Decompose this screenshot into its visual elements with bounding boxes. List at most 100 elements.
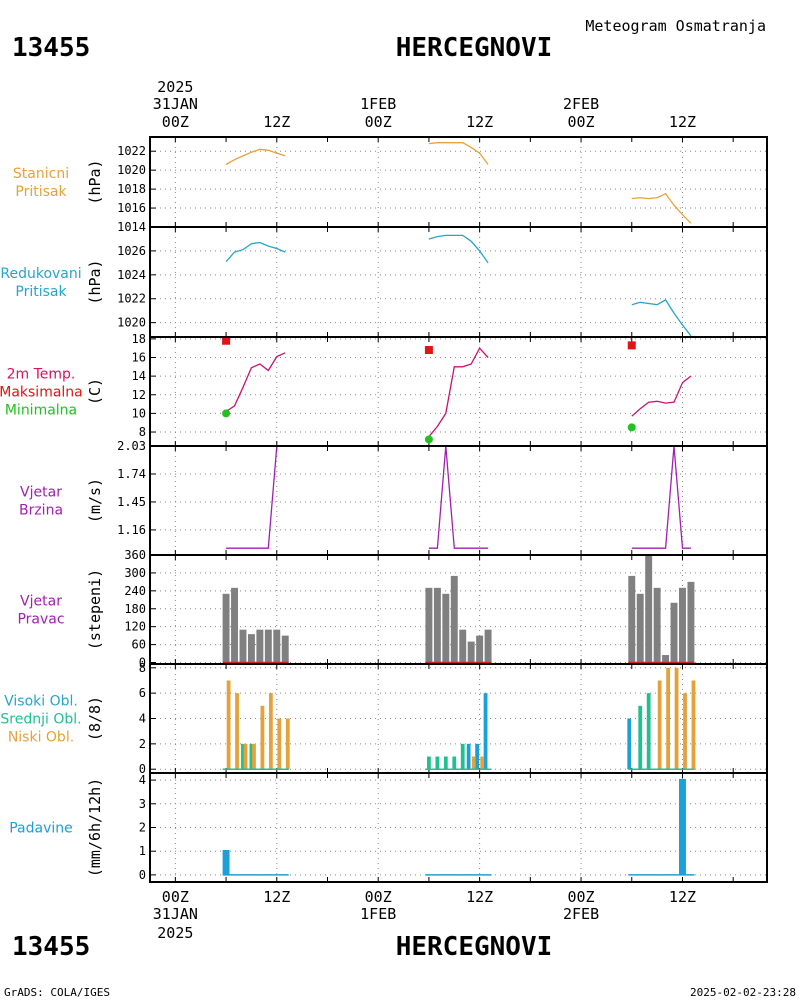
panel-4: 1.16 1.45 1.74 2.03 (m/s) Vjetar Brzina — [19, 439, 768, 556]
y-tick-label: 2.03 — [117, 439, 146, 453]
panel-label-line: Redukovani — [0, 266, 81, 282]
y-axis-label: (8/8) — [86, 696, 104, 741]
y-tick-label: 1022 — [117, 144, 146, 158]
bar — [475, 743, 479, 770]
station-id-bottom: 13455 — [12, 932, 90, 962]
series-line — [225, 352, 286, 413]
bar — [627, 718, 632, 770]
y-tick-label: 1022 — [117, 292, 146, 306]
panel-frame — [149, 772, 768, 883]
y-tick-label: 16 — [132, 350, 146, 364]
axis-bottom-hour-label: 12Z — [669, 888, 696, 906]
bar — [476, 635, 484, 663]
panel-label-line: Maksimalna — [0, 385, 83, 401]
bar — [636, 593, 644, 663]
y-tick-label: 1.16 — [117, 523, 146, 537]
bar — [435, 756, 440, 770]
bar — [235, 693, 239, 770]
panel-2: 1020 1022 1024 1026 (hPa) Redukovani Pritisak — [0, 226, 768, 338]
panel-label-line: Pritisak — [15, 284, 67, 300]
bar — [249, 743, 254, 770]
y-tick-label: 12 — [132, 388, 146, 402]
y-tick-label: 1020 — [117, 316, 146, 330]
bar — [243, 743, 248, 770]
y-tick-label: 10 — [132, 406, 146, 420]
panel-label-line: Srednji Obl. — [0, 712, 81, 728]
bar — [638, 705, 643, 770]
panels: 10141016101810201022(hPa)StanicniPritisa… — [0, 136, 768, 883]
bar — [285, 718, 290, 770]
axis-bottom-hour-label: 00Z — [365, 888, 392, 906]
bar — [646, 693, 651, 770]
y-axis-label: (C) — [86, 378, 104, 405]
y-axis-label: (mm/6h/12h) — [86, 778, 104, 877]
bar — [231, 587, 238, 663]
y-tick-label: 60 — [132, 638, 146, 652]
y-axis-label: (hPa) — [86, 259, 104, 304]
bar — [222, 593, 230, 663]
min-temp-marker — [424, 435, 433, 444]
panel-1: 1014 1016 1018 1020 1022 (hPa) Stanicni Pritisa… — [13, 136, 768, 234]
bar — [471, 756, 476, 770]
time-axis-bottom: 00Z 12Z 00Z 12Z 00Z 12Z 31JAN 1FEB 2FEB 2025 — [153, 888, 696, 942]
bar — [252, 743, 256, 770]
axis-bottom-day-label: 31JAN — [153, 905, 198, 923]
bar — [452, 756, 457, 770]
axis-top-hour-label: 00Z — [365, 113, 392, 131]
y-tick-label: 3 — [139, 797, 146, 811]
axis-bottom-hour-label: 00Z — [568, 888, 595, 906]
axis-bottom-day-label: 2FEB — [563, 905, 599, 923]
bar — [226, 680, 231, 770]
bar — [679, 587, 686, 663]
y-tick-label: 120 — [124, 620, 146, 634]
axis-top-day-label: 1FEB — [360, 95, 396, 113]
bar — [691, 680, 696, 770]
panel-label-line: Pritisak — [15, 184, 67, 200]
bar — [480, 756, 485, 770]
y-tick-label: 1026 — [117, 244, 146, 258]
panel-frame — [149, 226, 768, 338]
bar — [241, 743, 245, 770]
panel-3: 8 10 12 14 16 18 (C) 2m Temp. Maksimalna Minimaln… — [0, 332, 768, 447]
panel-label-line: Pravac — [17, 612, 64, 628]
axis-top-hour-label: 00Z — [568, 113, 595, 131]
axis-top-hour-label: 12Z — [466, 113, 493, 131]
panel-label-line: Stanicni — [13, 166, 69, 182]
credit: GrADS: COLA/IGES — [4, 986, 110, 999]
bar — [256, 629, 264, 663]
axis-bottom-year: 2025 — [157, 924, 193, 942]
bar — [273, 629, 281, 663]
axis-top-hour-label: 00Z — [162, 113, 189, 131]
bar — [281, 635, 289, 663]
bar — [466, 743, 471, 770]
y-tick-label: 4 — [139, 773, 146, 787]
max-temp-marker — [222, 336, 231, 345]
timestamp: 2025-02-02-23:28 — [690, 986, 796, 999]
series-line — [428, 234, 489, 264]
panel-label-line: 2m Temp. — [7, 367, 76, 383]
bar — [687, 581, 695, 663]
bar — [425, 587, 433, 663]
y-tick-label: 300 — [124, 566, 146, 580]
bar — [277, 718, 282, 770]
y-tick-label: 180 — [124, 602, 146, 616]
y-axis-label: (m/s) — [86, 478, 104, 523]
bar — [460, 743, 465, 770]
y-tick-label: 6 — [139, 686, 146, 700]
y-tick-label: 4 — [139, 712, 146, 726]
bar — [260, 705, 265, 770]
y-tick-label: 1.74 — [117, 467, 146, 481]
axis-bottom-day-label: 1FEB — [360, 905, 396, 923]
station-name-top: HERCEGNOVI — [396, 33, 553, 63]
y-tick-label: 2 — [139, 821, 146, 835]
bar — [484, 629, 492, 663]
y-axis-label: (hPa) — [86, 159, 104, 204]
bar — [427, 756, 431, 770]
series-line — [428, 142, 489, 165]
series-line — [428, 347, 489, 438]
bar — [679, 778, 686, 875]
y-tick-label: 14 — [132, 369, 146, 383]
y-tick-label: 8 — [139, 425, 146, 439]
